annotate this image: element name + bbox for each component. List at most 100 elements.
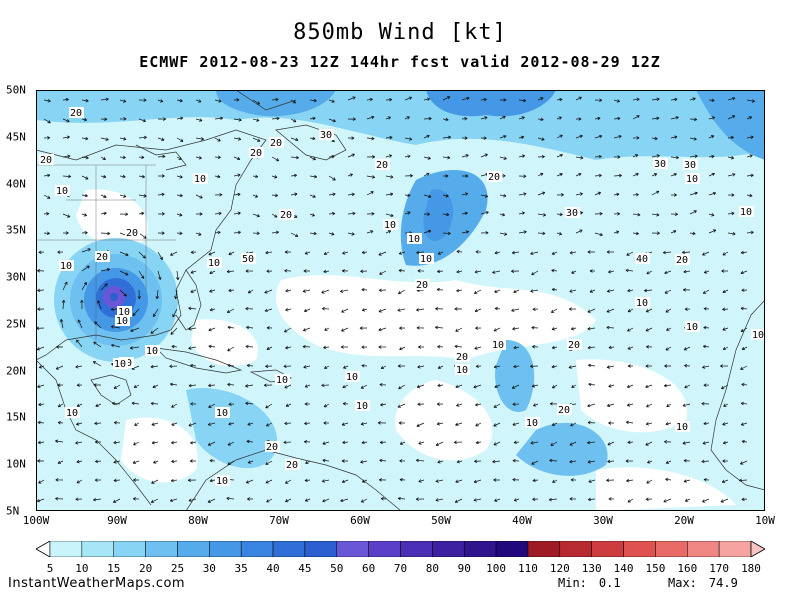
wind-arrow	[608, 497, 615, 501]
wind-arrow	[380, 496, 387, 501]
wind-arrow	[670, 193, 677, 197]
wind-arrow	[152, 384, 159, 389]
wind-arrow	[385, 116, 392, 120]
colorbar-tick-label: 15	[107, 562, 121, 575]
wind-arrow	[434, 325, 444, 330]
wind-arrow	[57, 421, 64, 425]
wind-arrow	[722, 327, 729, 331]
wind-arrow	[328, 211, 336, 216]
wind-arrow	[461, 154, 469, 158]
wind-arrow	[252, 231, 260, 235]
contour-label: 10	[751, 329, 765, 341]
wind-arrow	[361, 308, 368, 312]
wind-arrow	[594, 98, 603, 102]
wind-arrow	[328, 192, 336, 197]
wind-arrow	[531, 325, 539, 330]
wind-arrow	[226, 269, 235, 274]
wind-arrow	[119, 117, 127, 121]
wind-arrow	[303, 365, 311, 369]
wind-arrow	[461, 136, 468, 140]
wind-arrow	[214, 99, 222, 103]
wind-arrow	[399, 346, 406, 351]
colorbar-tick-label: 20	[138, 562, 153, 575]
wind-arrow	[632, 136, 640, 140]
wind-arrow	[195, 99, 202, 103]
wind-arrow	[645, 327, 653, 332]
site-credit: InstantWeatherMaps.com	[8, 576, 186, 591]
wind-arrow	[682, 441, 691, 445]
wind-arrow	[93, 497, 102, 502]
wind-arrow	[36, 346, 45, 351]
wind-arrow	[613, 230, 620, 234]
wind-arrow	[727, 211, 735, 216]
wind-arrow	[626, 384, 634, 389]
wind-arrow	[36, 498, 45, 503]
wind-arrow	[556, 232, 563, 236]
wind-arrow	[111, 401, 121, 406]
wind-arrow	[285, 308, 292, 312]
wind-arrow	[518, 192, 527, 196]
wind-arrow	[549, 402, 558, 406]
wind-arrow	[480, 153, 488, 158]
wind-arrow	[37, 420, 45, 425]
wind-arrow	[132, 497, 140, 501]
wind-arrow	[499, 98, 507, 102]
wind-arrow	[651, 97, 660, 101]
contour-label: 10	[635, 297, 650, 309]
wind-arrow	[499, 212, 506, 217]
wind-arrow	[342, 384, 349, 389]
wind-arrow	[415, 458, 425, 463]
wind-arrow	[227, 441, 235, 446]
wind-arrow	[594, 211, 603, 216]
contour-label-text: 30	[320, 130, 332, 141]
wind-arrow	[252, 194, 259, 198]
wind-arrow	[702, 441, 710, 445]
wind-arrow	[347, 117, 356, 121]
contour-label-text: 40	[636, 254, 648, 265]
wind-arrow	[442, 212, 450, 217]
wind-arrow	[720, 498, 729, 503]
wind-arrow	[461, 96, 470, 101]
colorbar-swatch	[400, 540, 433, 558]
wind-arrow	[134, 422, 140, 426]
wind-arrow	[741, 288, 748, 292]
wind-arrow	[188, 306, 197, 311]
wind-arrow	[100, 283, 108, 291]
wind-arrow	[423, 194, 432, 199]
colorbar-swatch	[209, 540, 242, 558]
wind-arrow	[340, 345, 349, 349]
wind-arrow	[214, 155, 221, 159]
contour-label-text: 20	[456, 352, 468, 363]
wind-arrow	[606, 250, 615, 254]
wind-arrow	[81, 136, 89, 141]
wind-arrow	[75, 497, 83, 501]
wind-arrow	[708, 98, 715, 103]
wind-arrow	[303, 308, 311, 313]
wind-arrow	[606, 289, 615, 293]
wind-arrow	[475, 364, 482, 368]
wind-arrow	[722, 346, 729, 350]
wind-arrow	[721, 269, 729, 273]
wind-arrow	[138, 194, 147, 198]
wind-arrow	[321, 383, 330, 388]
wind-arrow	[493, 441, 501, 446]
wind-arrow	[627, 440, 634, 445]
wind-arrow	[76, 383, 83, 387]
wind-arrow	[208, 383, 216, 388]
wind-arrow	[150, 364, 159, 369]
wind-arrow	[324, 365, 330, 369]
contour-label-text: 10	[636, 298, 648, 309]
wind-arrow	[683, 288, 691, 292]
wind-arrow	[214, 193, 223, 197]
wind-arrow	[245, 401, 254, 406]
wind-arrow	[176, 193, 183, 198]
wind-arrow	[347, 96, 356, 101]
wind-arrow	[741, 439, 748, 444]
wind-arrow	[209, 307, 216, 312]
wind-arrow	[43, 118, 51, 124]
wind-arrow	[627, 288, 634, 293]
contour-label-text: 20	[96, 252, 108, 263]
wind-arrow	[361, 250, 368, 255]
lat-tick-label: 45N	[6, 130, 26, 144]
wind-arrow	[493, 365, 501, 369]
